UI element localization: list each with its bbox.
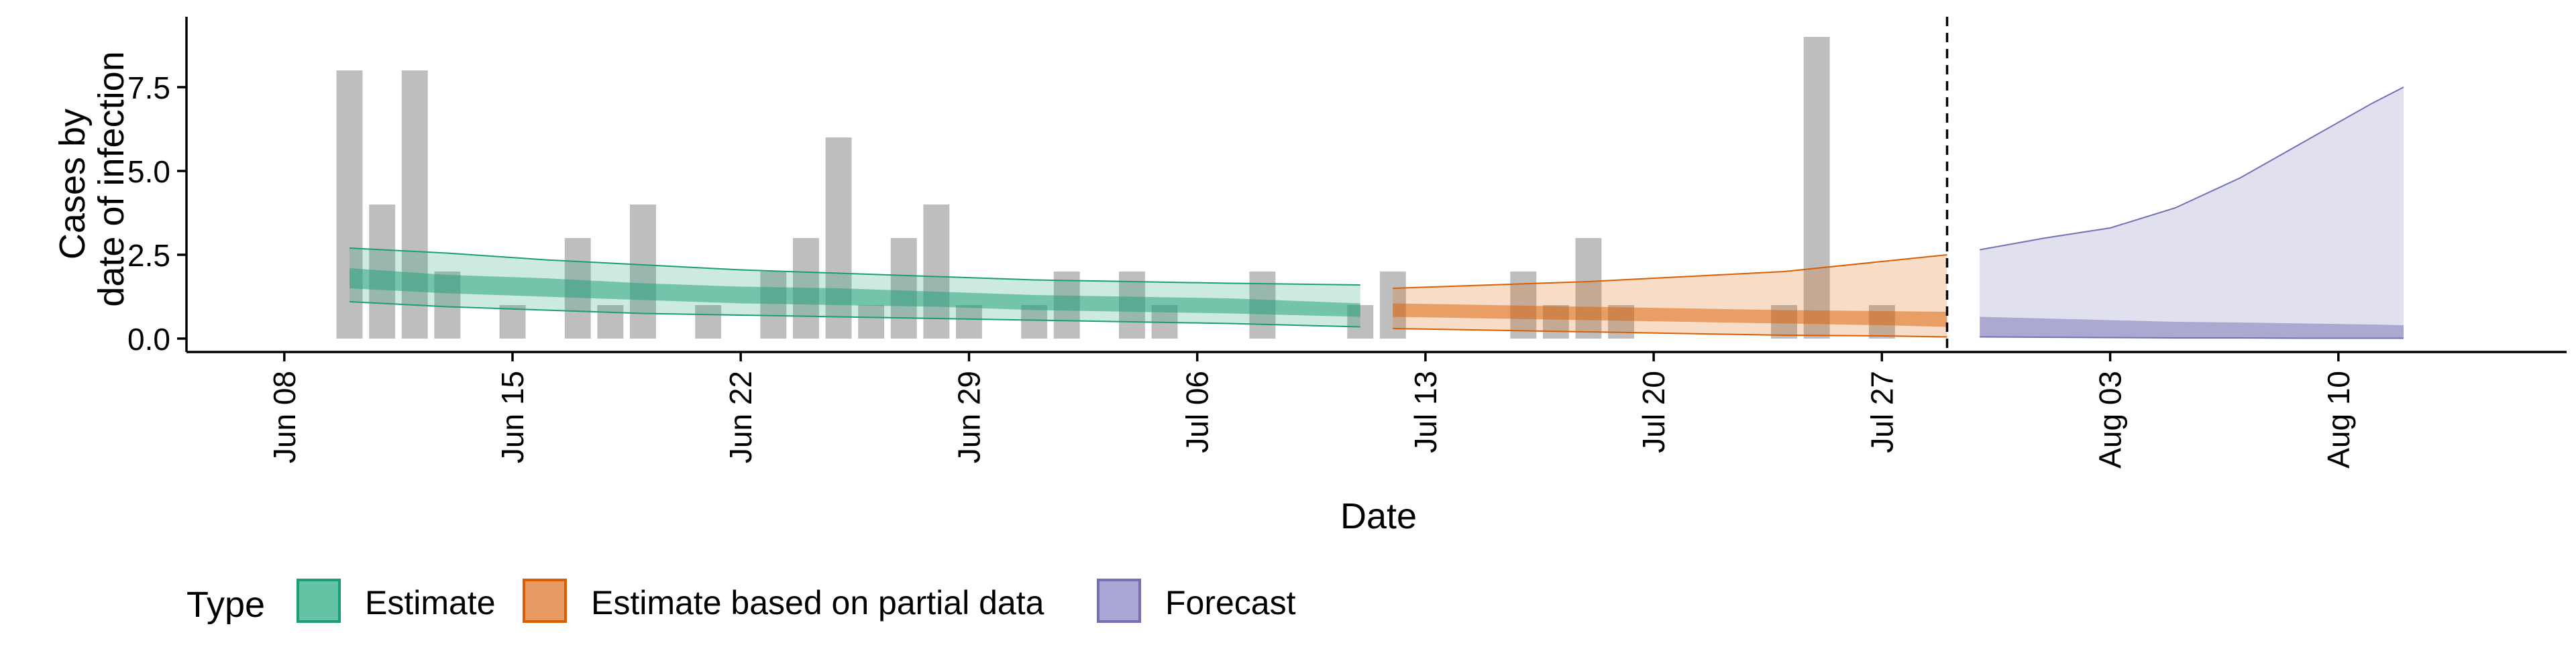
- case-bar-2020-06-29: [956, 305, 982, 339]
- series-forecast: [1980, 86, 2404, 339]
- case-bar-2020-06-10: [336, 70, 363, 339]
- case-bar-2020-06-21: [695, 305, 722, 339]
- case-bar-2020-07-01: [1021, 305, 1048, 339]
- x-tick-label: Jul 20: [1636, 371, 1671, 453]
- case-bar-2020-06-15: [499, 305, 526, 339]
- case-bar-2020-06-28: [923, 204, 950, 339]
- y-tick-label: 2.5: [127, 238, 170, 273]
- band-outer-upper-edge-forecast: [1980, 86, 2404, 251]
- legend-label-forecast: Forecast: [1165, 584, 1296, 622]
- y-axis-label: Cases by date of infection: [52, 51, 131, 306]
- legend-swatch-estimate: [297, 579, 341, 623]
- case-bar-2020-06-19: [630, 204, 656, 339]
- x-tick-label: Jun 29: [952, 371, 987, 463]
- case-bar-2020-06-18: [597, 305, 624, 339]
- case-bar-2020-07-25: [1803, 37, 1830, 339]
- case-bar-2020-06-12: [401, 70, 428, 339]
- y-axis-ticks: 0.0 2.5 5.0 7.5: [127, 70, 186, 357]
- x-tick-label: Jun 22: [723, 371, 758, 463]
- y-axis-label-line-1: Cases by: [52, 109, 93, 259]
- case-bar-2020-07-18: [1575, 238, 1602, 339]
- band-outer-forecast: [1980, 87, 2404, 339]
- legend-label-partial: Estimate based on partial data: [591, 584, 1044, 622]
- legend-swatch-forecast: [1097, 579, 1141, 623]
- band-outer-upper-edge-estimate-based-on-partial-data: [1393, 254, 1947, 289]
- band-inner-estimate-based-on-partial-data: [1393, 303, 1947, 327]
- band-outer-lower-edge-estimate: [349, 301, 1360, 328]
- y-tick-label: 5.0: [127, 154, 170, 189]
- series-estimate: [349, 247, 1360, 328]
- x-axis-label: Date: [1340, 496, 1417, 536]
- x-tick-label: Jun 15: [495, 371, 530, 463]
- band-inner-estimate: [350, 268, 1360, 317]
- x-tick-label: Aug 10: [2321, 371, 2356, 469]
- band-inner-forecast: [1980, 316, 2404, 339]
- legend-title: Type: [186, 585, 265, 625]
- x-tick-label: Jul 06: [1180, 371, 1215, 453]
- case-bar-2020-06-23: [760, 272, 787, 339]
- x-tick-label: Aug 03: [2093, 371, 2128, 469]
- case-bar-2020-06-26: [858, 305, 885, 339]
- series-estimate-based-on-partial-data: [1393, 254, 1947, 338]
- y-axis-label-line-2: date of infection: [91, 51, 131, 306]
- case-bar-2020-07-16: [1510, 272, 1537, 339]
- axes: 0.0 2.5 5.0 7.5 Jun 08 Jun 15 Jun 22 Jun 29 Jul…: [127, 17, 2567, 469]
- x-axis-ticks: Jun 08 Jun 15 Jun 22 Jun 29 Jul 06 Jul 13 Jul …: [267, 352, 2356, 469]
- y-tick-label: 7.5: [127, 70, 170, 105]
- legend: Type Estimate Estimate based on partial …: [186, 579, 1296, 625]
- x-tick-label: Jun 08: [267, 371, 302, 463]
- estimate-bands: [349, 86, 2404, 339]
- x-tick-label: Jul 13: [1408, 371, 1443, 453]
- y-tick-label: 0.0: [127, 322, 170, 357]
- legend-swatch-partial: [523, 579, 567, 623]
- band-outer-lower-edge-estimate-based-on-partial-data: [1393, 328, 1947, 338]
- x-tick-label: Jul 27: [1864, 371, 1899, 453]
- band-outer-upper-edge-estimate: [349, 247, 1360, 286]
- case-bar-2020-06-27: [890, 238, 917, 339]
- legend-label-estimate: Estimate: [365, 584, 496, 622]
